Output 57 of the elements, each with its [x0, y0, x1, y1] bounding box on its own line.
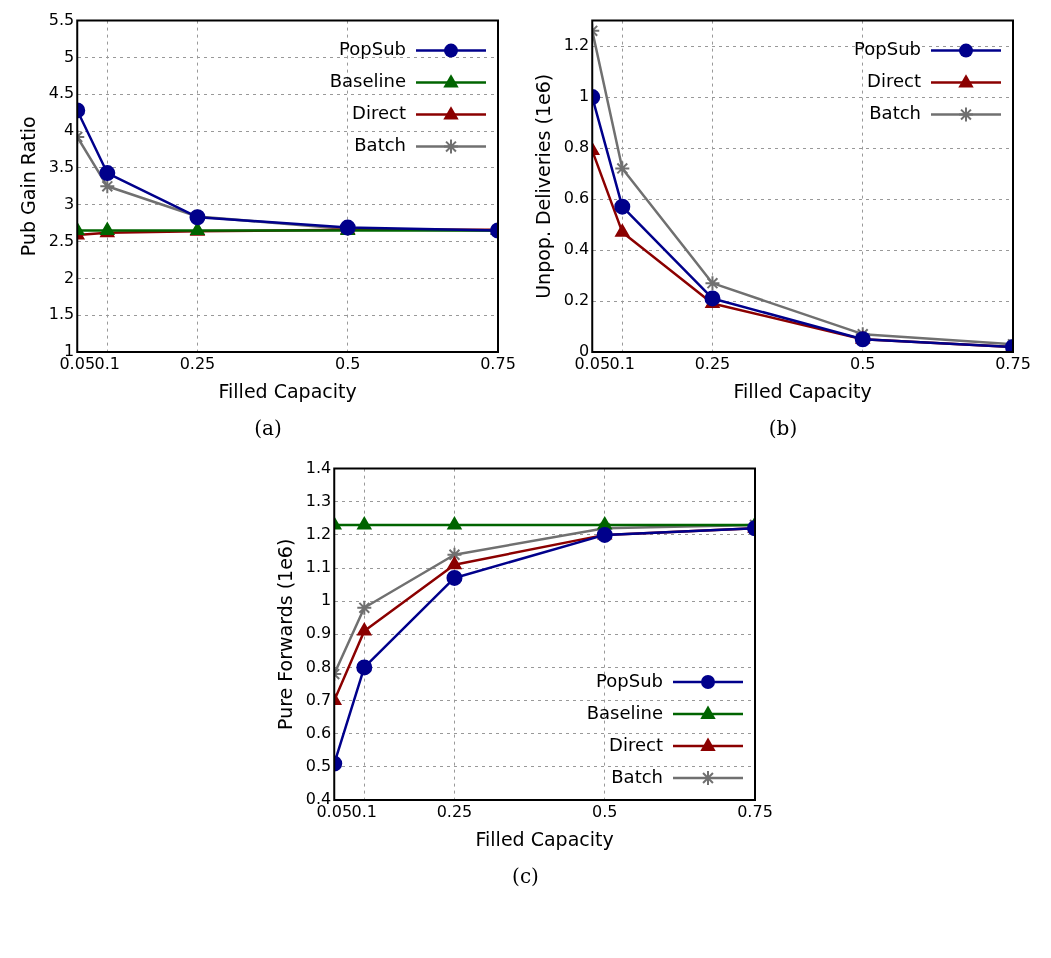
y-tick-label: 1.4: [305, 457, 332, 477]
y-tick-label: 5: [63, 46, 74, 66]
y-tick-label: 2.5: [48, 230, 74, 250]
y-tick-label: 1: [578, 86, 589, 106]
x-axis-title: Filled Capacity: [475, 827, 614, 850]
legend-label: Direct: [609, 733, 663, 755]
y-tick-label: 1.1: [305, 557, 332, 577]
x-tick-label: 0.1: [94, 353, 120, 373]
x-tick-label: 0.25: [179, 353, 215, 373]
legend-label: Baseline: [329, 70, 406, 92]
y-tick-label: 1.2: [305, 524, 332, 544]
x-tick-label: 0.5: [849, 353, 875, 373]
x-axis-title: Filled Capacity: [218, 379, 357, 402]
legend-label: Batch: [868, 102, 921, 124]
y-tick-label: 3: [63, 193, 74, 213]
legend-label: PopSub: [338, 38, 406, 60]
y-tick-label: 2: [63, 267, 74, 287]
text: (c): [512, 864, 539, 888]
x-tick-label: 0.75: [479, 353, 516, 373]
y-axis-title: Pub Gain Ratio: [16, 116, 39, 257]
y-tick-label: 4: [63, 120, 74, 140]
y-tick-label: 0.6: [305, 722, 332, 742]
y-tick-label: 1.2: [563, 35, 589, 55]
y-tick-label: 3.5: [48, 157, 74, 177]
legend-label: Batch: [353, 134, 406, 156]
x-tick-label: 0.25: [436, 801, 473, 821]
x-tick-label: 0.5: [592, 801, 618, 821]
y-tick-label: 0.8: [305, 656, 332, 676]
y-axis-title: Pure Forwards (1e6): [274, 538, 297, 730]
text: (a): [254, 416, 282, 440]
y-tick-label: 0.6: [563, 188, 589, 208]
y-tick-label: 0.8: [563, 137, 589, 157]
legend-label: PopSub: [596, 669, 663, 691]
x-tick-label: 0.75: [994, 353, 1031, 373]
x-tick-label: 0.1: [351, 801, 378, 821]
legend-label: Batch: [611, 765, 663, 787]
x-tick-label: 0.5: [334, 353, 360, 373]
y-axis-title: Unpop. Deliveries (1e6): [531, 73, 554, 299]
x-axis-title: Filled Capacity: [733, 379, 872, 402]
legend-label: Baseline: [586, 701, 663, 723]
legend-label: Direct: [351, 102, 406, 124]
y-tick-label: 1.3: [305, 490, 332, 510]
text: (b): [768, 416, 798, 440]
y-tick-label: 0.2: [563, 290, 589, 310]
y-tick-label: 1: [321, 590, 332, 610]
y-tick-label: 0.7: [305, 689, 332, 709]
x-tick-label: 0.75: [737, 801, 773, 821]
x-tick-label: 0.25: [694, 353, 730, 373]
legend-label: PopSub: [853, 38, 921, 60]
y-tick-label: 1.5: [48, 304, 74, 324]
legend-label: Direct: [866, 70, 921, 92]
y-tick-label: 0.5: [305, 756, 332, 776]
y-tick-label: 5.5: [48, 9, 74, 29]
y-tick-label: 4.5: [48, 83, 74, 103]
y-tick-label: 0.4: [563, 239, 589, 259]
x-tick-label: 0.1: [609, 353, 635, 373]
y-tick-label: 0.9: [305, 623, 332, 643]
